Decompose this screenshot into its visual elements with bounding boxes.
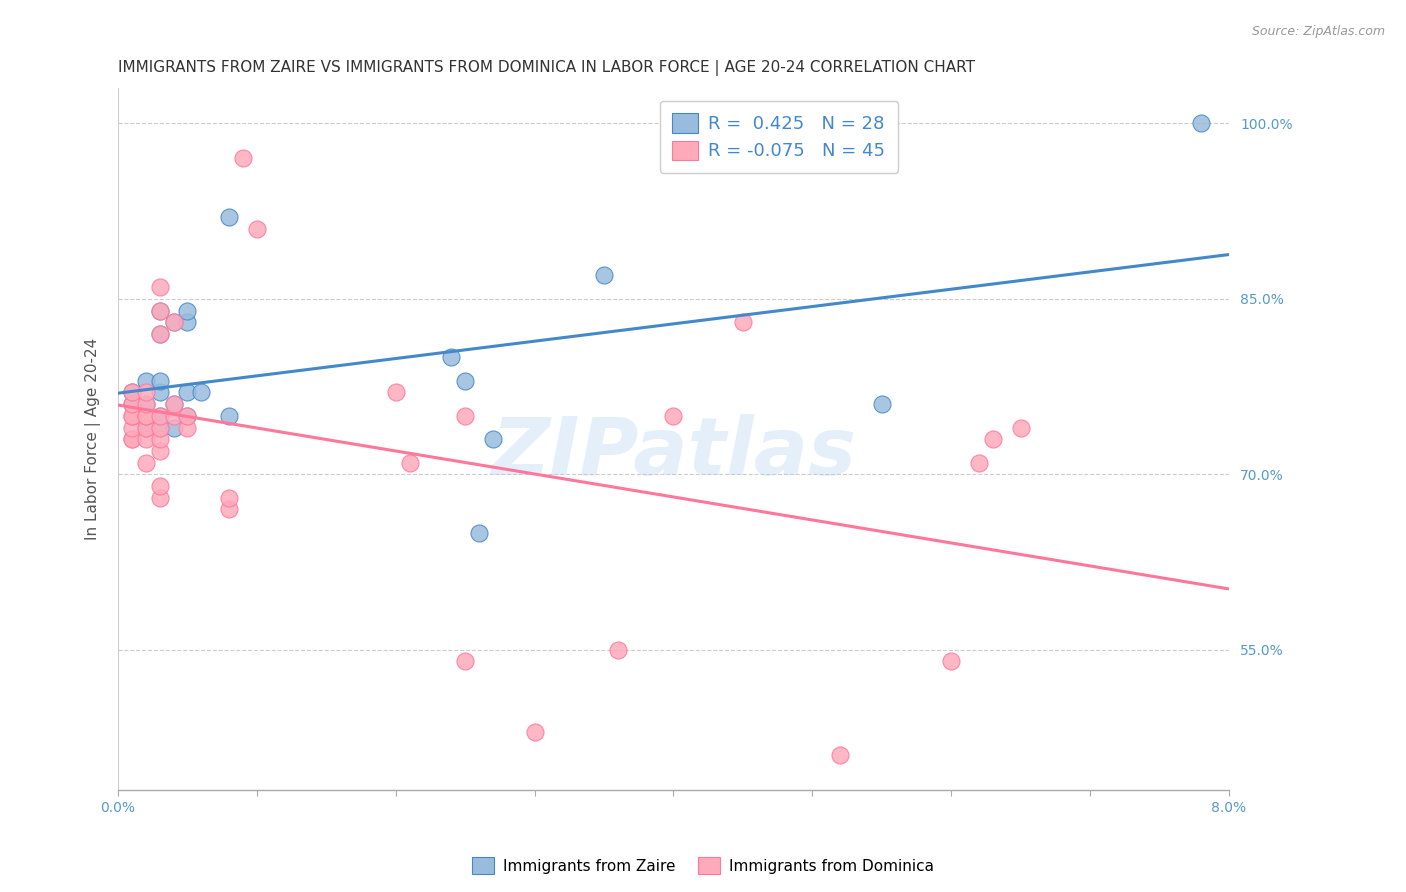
Point [121,409,143,423]
Point [440,351,463,365]
Point [149,280,172,294]
Point [135,397,157,411]
Point [967,456,990,470]
Point [606,642,628,657]
Point [135,409,157,423]
Point [135,432,157,446]
Point [176,315,198,329]
Point [384,385,406,400]
Legend: R =  0.425   N = 28, R = -0.075   N = 45: R = 0.425 N = 28, R = -0.075 N = 45 [659,101,898,173]
Point [149,303,172,318]
Point [149,420,172,434]
Point [135,456,157,470]
Point [121,420,143,434]
Point [121,432,143,446]
Point [149,443,172,458]
Point [149,420,172,434]
Legend: Immigrants from Zaire, Immigrants from Dominica: Immigrants from Zaire, Immigrants from D… [467,851,939,880]
Point [218,409,240,423]
Point [135,397,157,411]
Point [149,326,172,341]
Point [135,385,157,400]
Point [121,385,143,400]
Point [162,397,184,411]
Point [162,420,184,434]
Point [176,409,198,423]
Point [981,432,1004,446]
Point [135,420,157,434]
Point [482,432,505,446]
Point [135,374,157,388]
Point [149,326,172,341]
Point [121,385,143,400]
Point [828,747,851,762]
Point [190,385,212,400]
Point [398,456,420,470]
Point [121,397,143,411]
Point [176,303,198,318]
Point [121,432,143,446]
Point [149,374,172,388]
Text: Source: ZipAtlas.com: Source: ZipAtlas.com [1251,25,1385,38]
Point [593,268,616,283]
Point [176,409,198,423]
Point [162,409,184,423]
Point [939,655,962,669]
Point [218,502,240,516]
Point [135,409,157,423]
Point [454,655,477,669]
Point [870,397,893,411]
Point [1189,116,1212,130]
Point [731,315,754,329]
Point [218,491,240,505]
Text: ZIPatlas: ZIPatlas [491,414,856,492]
Point [162,397,184,411]
Point [468,525,491,540]
Point [176,420,198,434]
Point [149,409,172,423]
Point [135,420,157,434]
Point [149,479,172,493]
Point [454,374,477,388]
Point [162,315,184,329]
Point [523,724,546,739]
Point [121,409,143,423]
Text: IMMIGRANTS FROM ZAIRE VS IMMIGRANTS FROM DOMINICA IN LABOR FORCE | AGE 20-24 COR: IMMIGRANTS FROM ZAIRE VS IMMIGRANTS FROM… [118,60,974,76]
Point [176,385,198,400]
Point [149,385,172,400]
Y-axis label: In Labor Force | Age 20-24: In Labor Force | Age 20-24 [86,338,101,541]
Point [121,397,143,411]
Point [662,409,685,423]
Point [454,409,477,423]
Point [162,315,184,329]
Point [1010,420,1032,434]
Point [218,210,240,224]
Point [232,152,254,166]
Point [246,221,269,235]
Point [149,491,172,505]
Point [149,303,172,318]
Point [149,432,172,446]
Point [149,409,172,423]
